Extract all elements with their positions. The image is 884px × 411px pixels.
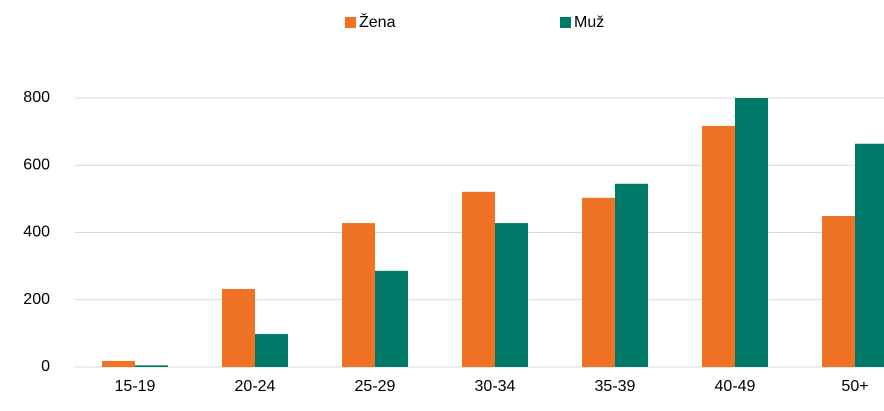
bar: [855, 143, 884, 367]
x-tick-label: 25-29: [355, 378, 396, 395]
bar: [462, 191, 495, 367]
legend-swatch: [560, 17, 571, 28]
x-tick-label: 50+: [841, 378, 868, 395]
legend-label: Žena: [359, 12, 396, 31]
y-tick-label: 200: [23, 291, 50, 308]
bar: [375, 270, 408, 367]
x-tick-label: 30-34: [475, 378, 516, 395]
bar: [342, 223, 375, 367]
bar: [582, 197, 615, 367]
legend-swatch: [345, 17, 356, 28]
bar: [495, 223, 528, 367]
x-tick-label: 20-24: [235, 378, 276, 395]
bar: [822, 216, 855, 367]
y-tick-label: 0: [41, 358, 50, 375]
bar: [135, 365, 168, 367]
x-tick-label: 35-39: [595, 378, 636, 395]
y-tick-label: 400: [23, 224, 50, 241]
legend-label: Muž: [574, 14, 604, 31]
bar: [702, 125, 735, 367]
x-tick-label: 40-49: [715, 378, 756, 395]
y-tick-label: 600: [23, 156, 50, 173]
bar: [222, 288, 255, 367]
x-tick-label: 15-19: [115, 378, 156, 395]
bar: [255, 334, 288, 367]
bar: [615, 183, 648, 367]
bar: [102, 360, 135, 367]
bar: [735, 98, 768, 367]
y-tick-label: 800: [23, 89, 50, 106]
